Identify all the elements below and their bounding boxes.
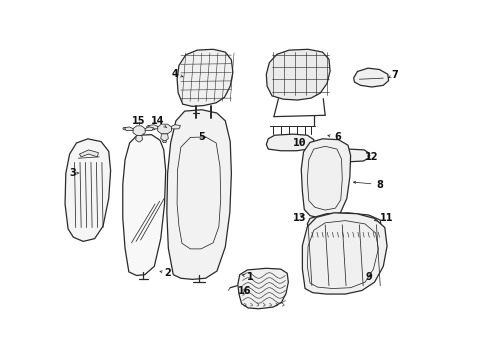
Polygon shape <box>158 124 172 134</box>
Polygon shape <box>124 127 133 131</box>
Polygon shape <box>123 135 166 275</box>
Polygon shape <box>267 134 314 151</box>
Text: 10: 10 <box>293 138 306 148</box>
Polygon shape <box>145 127 153 131</box>
Text: 12: 12 <box>365 152 379 162</box>
Text: 11: 11 <box>374 213 394 223</box>
Polygon shape <box>167 110 231 279</box>
Polygon shape <box>177 49 233 107</box>
Polygon shape <box>301 139 351 218</box>
Polygon shape <box>302 213 387 294</box>
Text: 3: 3 <box>70 168 79 179</box>
Text: 6: 6 <box>328 132 342 143</box>
Text: 13: 13 <box>293 213 306 223</box>
Polygon shape <box>148 125 158 129</box>
Polygon shape <box>333 149 369 162</box>
Polygon shape <box>267 49 330 100</box>
Text: 5: 5 <box>198 132 205 143</box>
Polygon shape <box>172 125 180 129</box>
Ellipse shape <box>152 127 155 130</box>
Text: 2: 2 <box>160 268 171 278</box>
Polygon shape <box>161 134 169 141</box>
Polygon shape <box>133 126 145 135</box>
Text: 14: 14 <box>150 116 167 128</box>
Polygon shape <box>65 139 111 242</box>
Polygon shape <box>238 268 288 309</box>
Ellipse shape <box>147 126 150 128</box>
Ellipse shape <box>163 140 167 143</box>
Polygon shape <box>79 150 98 157</box>
Ellipse shape <box>178 126 182 128</box>
Polygon shape <box>136 135 143 142</box>
Text: 4: 4 <box>172 69 183 79</box>
Ellipse shape <box>123 127 126 130</box>
Polygon shape <box>307 213 381 233</box>
Text: 16: 16 <box>238 286 251 296</box>
Text: 9: 9 <box>365 273 372 283</box>
Text: 15: 15 <box>131 116 145 126</box>
Bar <box>138 184 149 197</box>
Polygon shape <box>354 68 389 87</box>
Text: 8: 8 <box>353 180 383 190</box>
Text: 7: 7 <box>389 70 398 80</box>
Ellipse shape <box>137 141 141 143</box>
Text: 1: 1 <box>242 273 254 283</box>
